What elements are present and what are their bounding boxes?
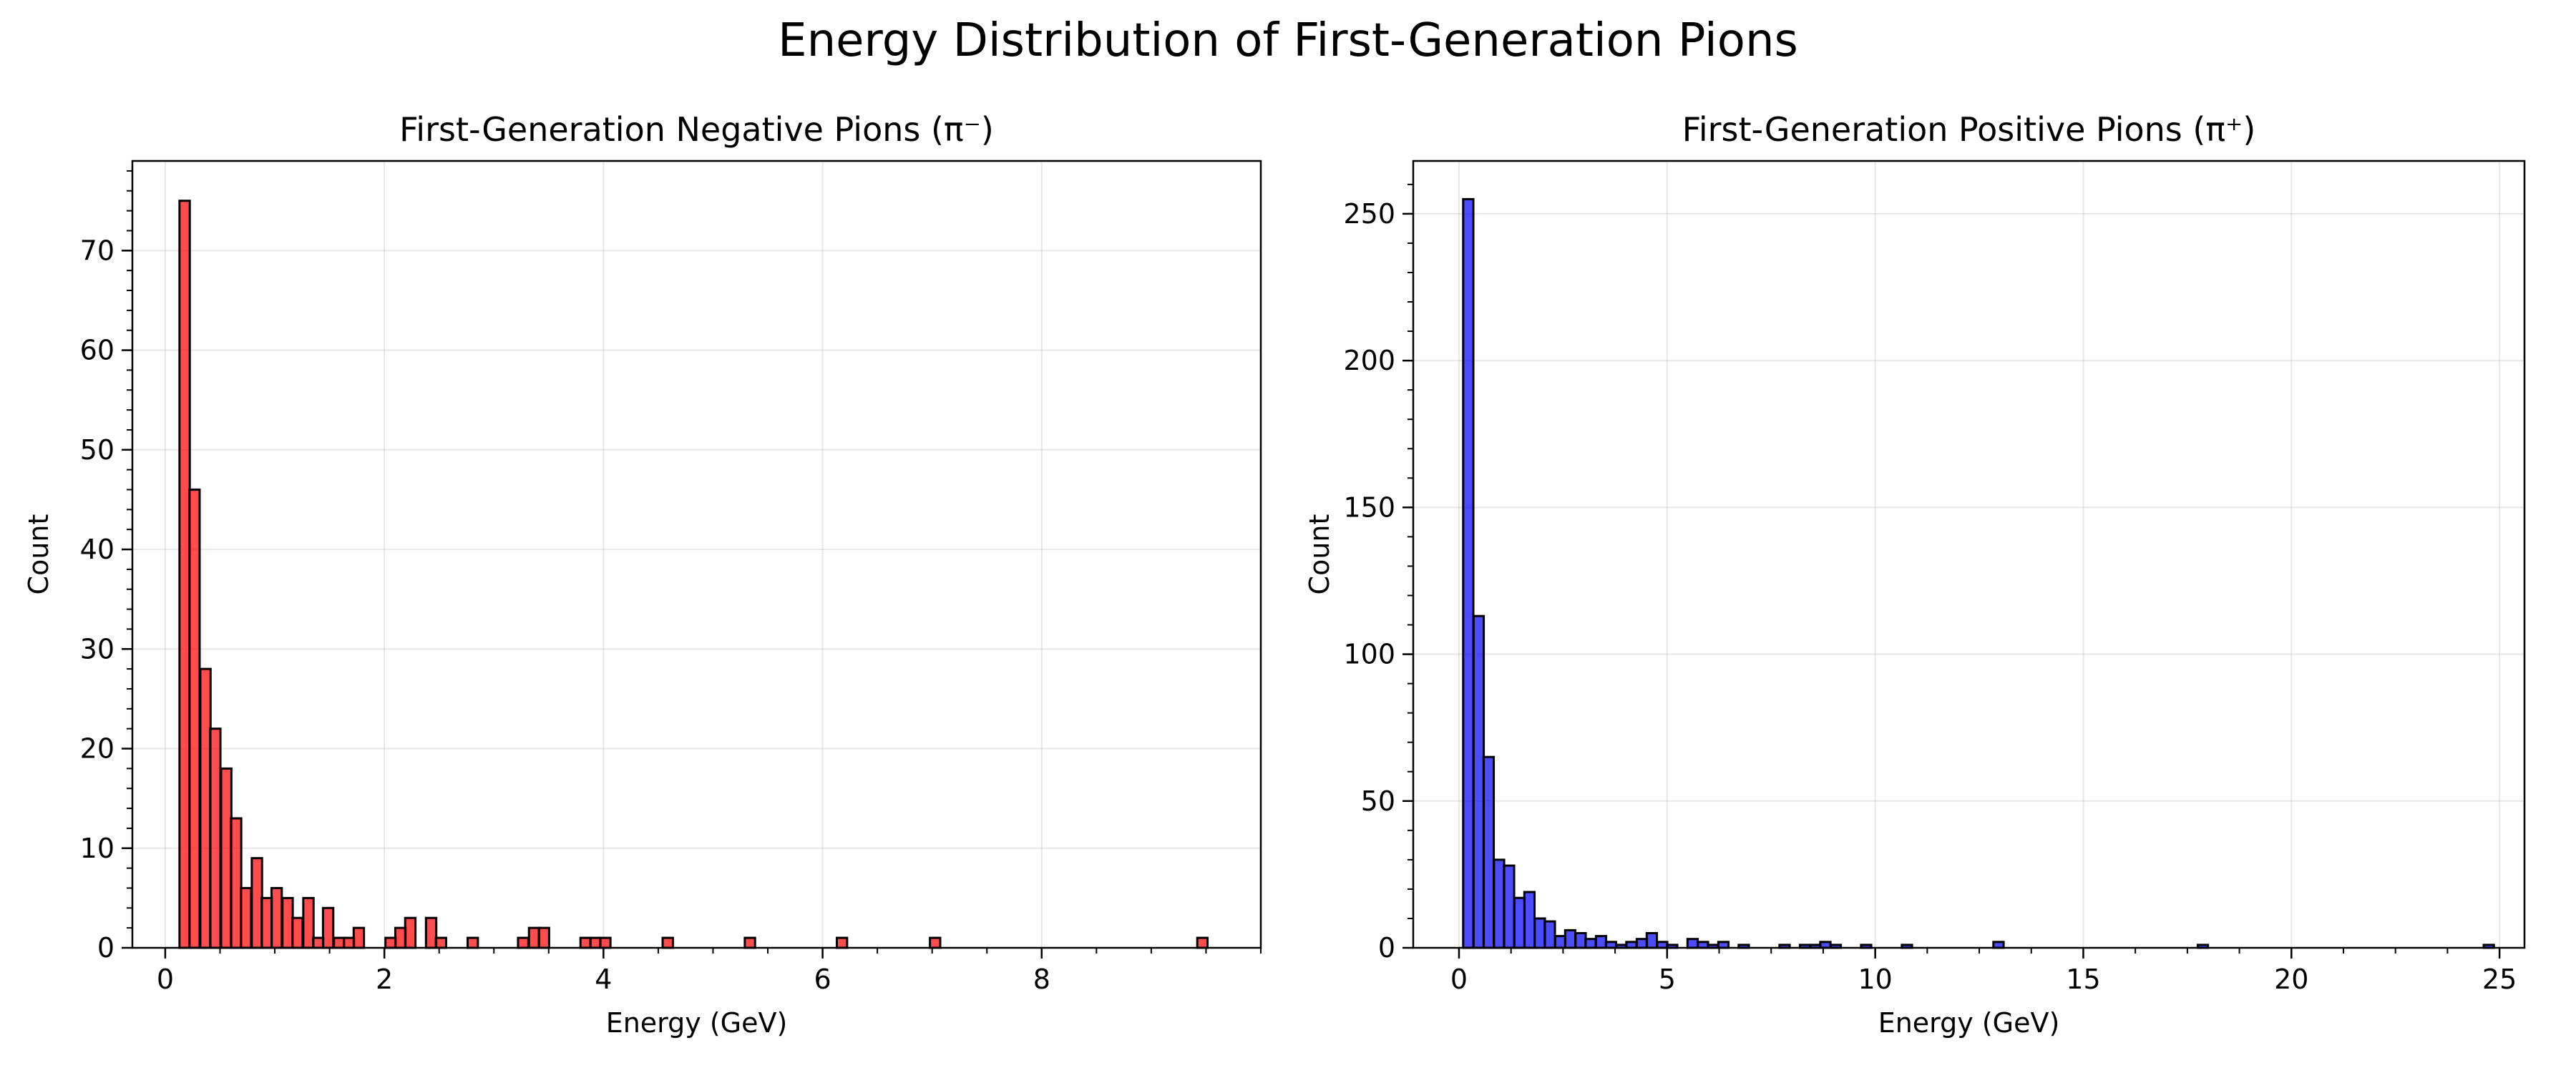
y-axis-label: Count — [23, 514, 54, 595]
histogram-bar — [1196, 936, 1209, 949]
histogram-bar — [1584, 938, 1597, 949]
histogram-bar — [467, 936, 479, 949]
histogram-bar — [230, 817, 243, 949]
histogram-bar — [302, 896, 315, 949]
histogram-bar — [220, 767, 233, 949]
histogram-bar — [1523, 891, 1536, 949]
histogram-bar — [434, 936, 447, 949]
histogram-bar — [1645, 931, 1659, 949]
histogram-bar — [1686, 938, 1699, 949]
plot-frame — [131, 160, 1262, 949]
chart-title: First-Generation Negative Pions (π⁻) — [399, 110, 994, 149]
histogram-bar — [240, 886, 253, 949]
y-tick-label: 0 — [97, 932, 114, 964]
histogram-bar — [281, 896, 294, 949]
x-axis-label: Energy (GeV) — [606, 1007, 788, 1039]
histogram-bar — [312, 936, 325, 949]
histogram-bar — [1493, 858, 1506, 949]
figure-suptitle: Energy Distribution of First-Generation … — [778, 14, 1798, 67]
histogram-bar — [188, 488, 201, 949]
histogram-bar — [199, 667, 212, 949]
histogram-bar — [835, 936, 849, 949]
histogram-bar — [1553, 935, 1567, 949]
x-tick-label: 25 — [2482, 964, 2517, 995]
histogram-bar — [1594, 935, 1608, 949]
histogram-bar — [352, 926, 366, 949]
histogram-bar — [589, 936, 602, 949]
histogram-bar — [1543, 920, 1556, 949]
x-tick-label: 8 — [1033, 964, 1050, 995]
histogram-bar — [394, 926, 407, 949]
x-tick-label: 6 — [814, 964, 831, 995]
histogram-bar — [537, 926, 550, 949]
y-tick-label: 100 — [1343, 639, 1395, 670]
y-tick-label: 40 — [80, 534, 114, 565]
chart-negative-pions: First-Generation Negative Pions (π⁻) Ene… — [23, 110, 1262, 1039]
histogram-bar — [661, 936, 674, 949]
histogram-bar — [209, 727, 222, 949]
y-tick-label: 70 — [80, 235, 114, 266]
histogram-bar — [333, 936, 346, 949]
histogram-bar — [384, 936, 397, 949]
histogram-bar — [1563, 929, 1577, 949]
y-tick-label: 200 — [1343, 345, 1395, 376]
histogram-bar — [1482, 755, 1496, 949]
histogram-bar — [1503, 864, 1516, 949]
x-tick-label: 15 — [2066, 964, 2100, 995]
y-tick-label: 250 — [1343, 198, 1395, 230]
x-tick-label: 10 — [1858, 964, 1892, 995]
plot-frame — [1412, 160, 2526, 949]
histogram-bar — [929, 936, 942, 949]
histogram-bar — [1462, 197, 1475, 949]
histogram-bar — [1574, 931, 1587, 949]
chart-positive-pions: First-Generation Positive Pions (π⁺) Ene… — [1304, 110, 2526, 1039]
x-axis-label: Energy (GeV) — [1878, 1007, 2060, 1039]
x-tick-label: 5 — [1659, 964, 1676, 995]
histogram-bar — [527, 926, 541, 949]
histogram-bar — [579, 936, 592, 949]
y-tick-label: 20 — [80, 733, 114, 765]
y-tick-label: 60 — [80, 335, 114, 366]
histogram-bar — [270, 886, 283, 949]
y-tick-label: 50 — [1361, 785, 1395, 817]
histogram-bar — [1635, 938, 1649, 949]
y-tick-label: 30 — [80, 633, 114, 665]
histogram-bar — [1472, 614, 1485, 949]
histogram-bar — [321, 906, 335, 949]
histogram-bar — [260, 896, 273, 949]
histogram-bar — [1513, 896, 1526, 949]
y-tick-label: 0 — [1378, 932, 1395, 964]
histogram-bar — [404, 916, 417, 949]
x-tick-label: 0 — [1450, 964, 1468, 995]
x-tick-label: 20 — [2274, 964, 2308, 995]
histogram-bar — [342, 936, 356, 949]
x-tick-label: 0 — [157, 964, 174, 995]
histogram-bar — [743, 936, 756, 949]
histogram-bar — [517, 936, 530, 949]
histogram-bar — [291, 916, 304, 949]
histogram-bar — [250, 857, 263, 949]
y-tick-label: 10 — [80, 833, 114, 864]
y-tick-label: 150 — [1343, 491, 1395, 523]
histogram-bar — [599, 936, 612, 949]
histogram-bar — [1533, 917, 1546, 949]
x-tick-label: 2 — [376, 964, 393, 995]
histogram-bar — [424, 916, 438, 949]
x-tick-label: 4 — [595, 964, 612, 995]
y-tick-label: 50 — [80, 434, 114, 466]
chart-title: First-Generation Positive Pions (π⁺) — [1682, 110, 2256, 149]
histogram-bar — [178, 200, 191, 949]
y-axis-label: Count — [1304, 514, 1335, 595]
